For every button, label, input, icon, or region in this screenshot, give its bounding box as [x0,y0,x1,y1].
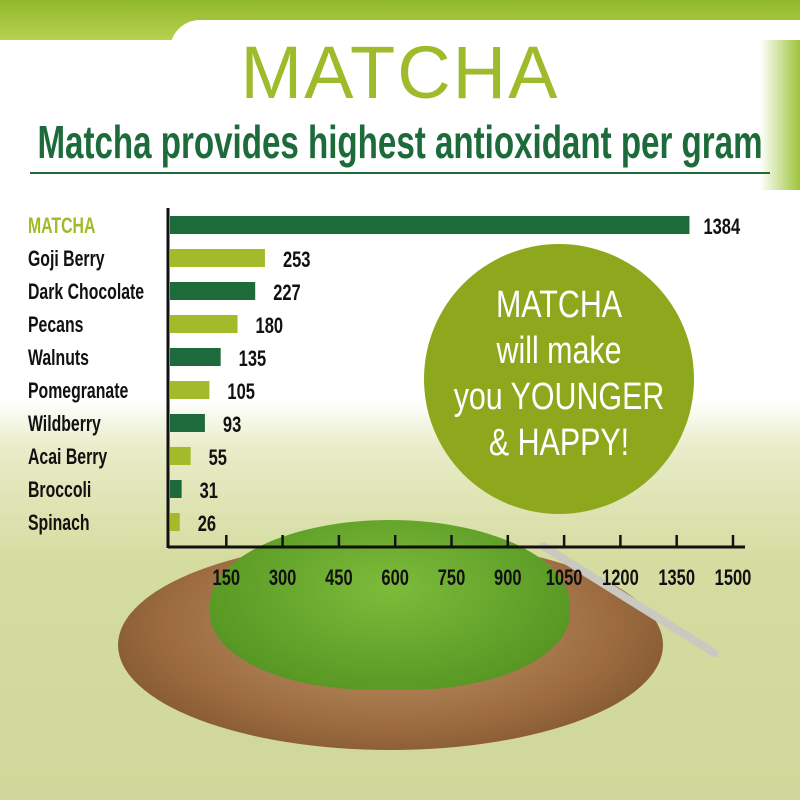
value-label: 253 [283,248,311,273]
category-label: Pecans [28,314,83,338]
category-label: Acai Berry [28,446,107,470]
x-tick-label: 600 [381,566,409,591]
bar-pomegranate [170,381,210,399]
page-subtitle: Matcha provides highest antioxidant per … [37,116,763,168]
category-label: Dark Chocolate [28,281,144,305]
value-label: 1384 [703,215,740,240]
bar-pecans [170,315,238,333]
header-background [170,20,800,50]
bar-acai-berry [170,447,191,465]
x-tick-label: 150 [213,566,241,591]
value-label: 135 [239,347,267,372]
bar-wildberry [170,414,205,432]
category-label: MATCHA [28,215,96,239]
bar-walnuts [170,348,221,366]
value-label: 26 [198,512,217,537]
category-label: Pomegranate [28,380,128,404]
value-label: 31 [200,479,219,504]
bar-goji-berry [170,249,265,267]
bar-dark-chocolate [170,282,256,300]
value-label: 105 [227,380,255,405]
subtitle-underline [30,172,770,174]
bar-spinach [170,513,180,531]
x-tick-label: 750 [438,566,466,591]
bar-matcha [170,216,690,234]
category-label: Wildberry [28,413,101,437]
callout-line: will make [496,330,622,372]
category-label: Goji Berry [28,248,105,272]
page-title: MATCHA [240,31,560,114]
bar-broccoli [170,480,182,498]
x-tick-label: 1050 [546,566,583,591]
category-label: Broccoli [28,479,91,503]
x-tick-label: 450 [325,566,353,591]
x-tick-label: 1500 [715,566,752,591]
callout-text: MATCHA will make you YOUNGER & HAPPY! [451,282,667,466]
x-tick-label: 1200 [602,566,639,591]
value-label: 227 [273,281,301,306]
callout-circle [424,244,694,514]
value-label: 93 [223,413,242,438]
x-tick-label: 300 [269,566,297,591]
callout-line: MATCHA [495,284,623,326]
callout-line: you YOUNGER [453,376,665,418]
x-tick-label: 1350 [658,566,695,591]
value-label: 55 [209,446,228,471]
category-label: Walnuts [28,347,89,371]
category-label: Spinach [28,512,90,536]
side-powder [760,40,800,190]
callout-line: & HAPPY! [488,422,630,464]
x-tick-label: 900 [494,566,522,591]
value-label: 180 [256,314,284,339]
